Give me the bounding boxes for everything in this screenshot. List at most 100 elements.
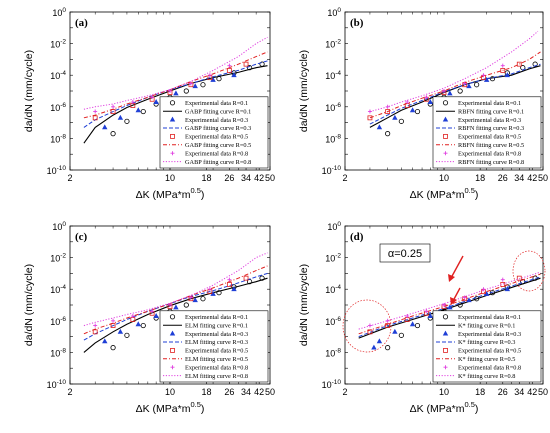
y-tick-base: 10: [52, 8, 62, 18]
data-point: [188, 81, 193, 86]
y-tick-base: 10: [50, 285, 60, 295]
data-point: [135, 321, 141, 327]
legend-entry-label: Experimental data R=0.5: [458, 348, 521, 355]
data-point: [447, 304, 453, 310]
data-point: [173, 304, 179, 310]
x-tick-label: 26: [224, 387, 234, 397]
legend-entry-label: Experimental data R=0.8: [458, 364, 521, 371]
y-tick-base: 10: [322, 166, 332, 176]
y-tick-exponent: -4: [60, 284, 66, 291]
y-tick-exponent: -10: [57, 165, 67, 172]
data-point: [427, 99, 433, 104]
legend: Experimental data R=0.1 GABP fitting curv…: [159, 96, 269, 169]
y-tick-label: 10-6: [325, 102, 341, 113]
y-tick-exponent: -4: [335, 70, 341, 77]
data-point: [414, 322, 421, 329]
legend-entry-label: K* fitting curve R=0.1: [458, 322, 515, 329]
legend-entry-label: ELM fitting curve R=0.5: [185, 356, 248, 363]
legend-box: [432, 96, 542, 169]
y-tick-label: 100: [327, 7, 341, 18]
x-tick-label: 34: [514, 173, 524, 183]
legend-marker-swatch: [442, 116, 449, 122]
data-point: [385, 131, 391, 137]
data-point: [150, 309, 155, 314]
x-axis-label-sup: 0.5: [464, 186, 474, 195]
series-line: [369, 51, 541, 119]
y-tick-label: 10-8: [50, 347, 66, 358]
data-point: [188, 295, 193, 300]
data-point: [150, 95, 155, 100]
y-tick-exponent: -2: [335, 253, 341, 260]
y-tick-label: 10-4: [50, 284, 66, 295]
annotation-label: α=0.25: [388, 248, 422, 260]
legend-marker-swatch: [442, 314, 449, 320]
y-tick-base: 10: [325, 317, 335, 327]
y-tick-base: 10: [50, 40, 60, 50]
data-point: [110, 345, 116, 351]
y-tick-exponent: -2: [335, 39, 341, 46]
data-point: [442, 303, 446, 307]
legend-entry-label: Experimental data R=0.8: [458, 150, 521, 157]
x-axis-label-end: ): [475, 189, 479, 201]
data-point: [102, 338, 108, 344]
legend-entry-label: RBFN fitting curve R=0.3: [458, 125, 524, 132]
legend-marker-swatch: [443, 347, 448, 353]
y-tick-exponent: -8: [60, 347, 66, 354]
y-tick-exponent: -6: [60, 102, 66, 109]
data-point: [207, 73, 212, 78]
data-point: [447, 90, 453, 96]
legend-entry-label: Experimental data R=0.1: [185, 100, 248, 107]
legend-marker-swatch: [169, 314, 176, 320]
data-point: [130, 314, 135, 319]
legend-marker-swatch: [443, 365, 448, 370]
legend-entry-label: GABP fitting curve R=0.5: [185, 142, 251, 149]
data-point: [409, 107, 416, 113]
legend-entry-label: ELM fitting curve R=0.3: [185, 339, 248, 346]
legend-entry-label: RBFN fitting curve R=0.8: [458, 159, 524, 166]
series-line: [83, 36, 268, 110]
data-point: [226, 68, 232, 73]
data-point: [367, 115, 373, 121]
data-point: [192, 297, 198, 303]
data-point: [424, 309, 429, 314]
arrow-shaft-1: [450, 255, 464, 279]
data-point: [92, 329, 98, 335]
x-tick-label: 34: [514, 387, 524, 397]
data-point: [414, 108, 421, 115]
legend-entry-label: Experimental data R=0.5: [458, 134, 521, 141]
y-tick-exponent: -8: [335, 347, 341, 354]
legend-entry-label: GABP fitting curve R=0.3: [185, 125, 251, 132]
y-tick-base: 10: [325, 103, 335, 113]
y-tick-label: 10-2: [325, 253, 341, 264]
data-point: [168, 89, 172, 93]
y-tick-base: 10: [47, 380, 57, 390]
data-point: [216, 290, 222, 296]
y-tick-exponent: -6: [335, 102, 341, 109]
y-tick-base: 10: [50, 71, 60, 81]
data-point: [243, 61, 249, 67]
y-tick-base: 10: [325, 254, 335, 264]
data-point: [474, 296, 480, 302]
legend-entry-label: GABP fitting curve R=0.8: [185, 159, 251, 166]
data-point: [466, 83, 472, 89]
data-point: [405, 100, 410, 105]
data-point: [385, 345, 391, 351]
data-point: [200, 82, 206, 88]
x-axis-label-sup: 0.5: [464, 400, 474, 409]
data-point: [153, 99, 159, 104]
plot-area: [83, 36, 268, 144]
x-tick-label: 42: [527, 173, 537, 183]
data-point: [227, 277, 232, 282]
x-axis-label-main: ΔK (MPa*m: [136, 403, 191, 415]
x-tick-label: 18: [202, 387, 212, 397]
y-tick-label: 10-8: [50, 133, 66, 144]
x-tick-label: 18: [475, 173, 485, 183]
legend-marker-swatch: [169, 100, 176, 106]
data-point: [371, 344, 377, 350]
y-tick-exponent: 0: [62, 7, 66, 14]
legend-marker-swatch: [170, 151, 175, 156]
y-tick-base: 10: [50, 254, 60, 264]
x-tick-label: 18: [475, 387, 485, 397]
legend-entry-label: Experimental data R=0.3: [458, 331, 521, 338]
